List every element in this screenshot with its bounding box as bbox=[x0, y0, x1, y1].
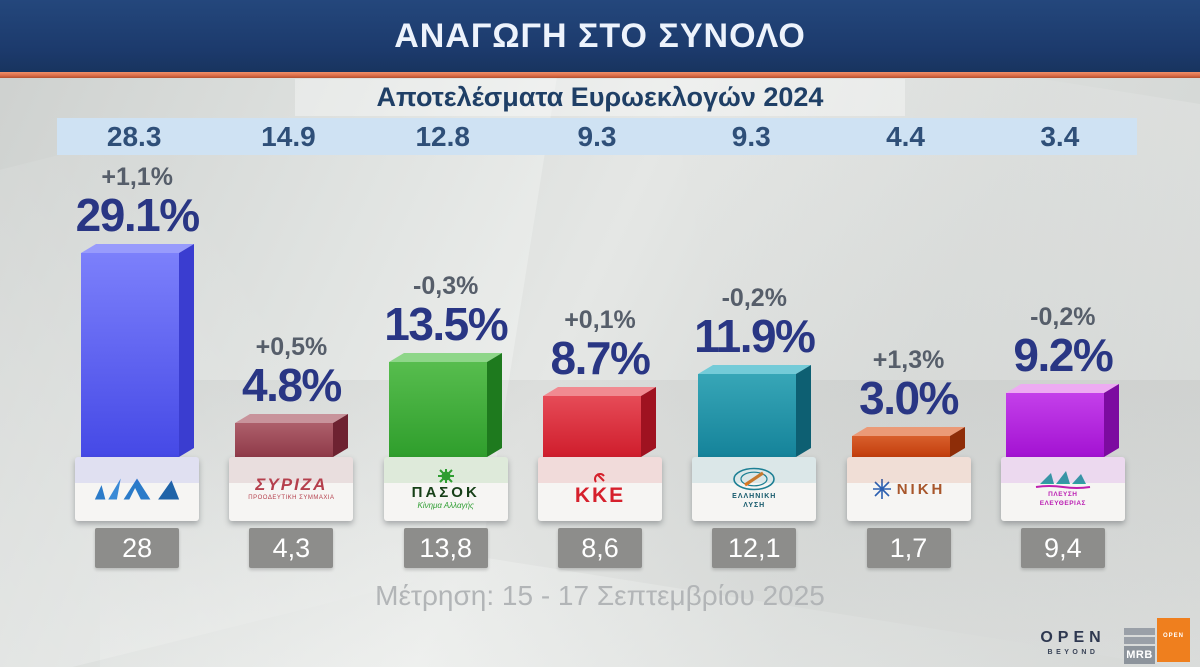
nd-logo-icon bbox=[94, 478, 180, 500]
bar-chart: +1,1% 29.1% +0,5% 4.8% -0,3% 13.5% +0,1%… bbox=[60, 156, 1140, 457]
change-label: +0,5% bbox=[255, 332, 328, 361]
subtitle: Αποτελέσματα Ευρωεκλογών 2024 bbox=[376, 82, 824, 112]
plefsi-logo-tile: ΠΛΕΥΣΗ ΕΛΕΥΘΕΡΙΑΣ bbox=[1000, 457, 1125, 521]
niki-logo-text: ΝΙΚΗ bbox=[896, 480, 946, 498]
bar-nd bbox=[80, 244, 194, 457]
change-label: +1,1% bbox=[101, 162, 173, 191]
sailboat-icon bbox=[1035, 471, 1090, 490]
percent-label: 13.5% bbox=[384, 298, 508, 351]
elliniki-lysi-logo-text: ΕΛΛΗΝΙΚΗ ΛΥΣΗ bbox=[732, 493, 777, 509]
party-column-plefsi: -0,2% 9.2% bbox=[986, 156, 1140, 457]
pasok-logo-tile: ΠΑΣΟΚ Κίνημα Αλλαγής bbox=[383, 457, 508, 521]
euro-value-niki: 4.4 bbox=[886, 121, 926, 152]
elliniki-lysi-logo-tile: ΕΛΛΗΝΙΚΗ ΛΥΣΗ bbox=[692, 457, 817, 521]
previous-value-niki: 1,7 bbox=[866, 528, 951, 568]
syriza-logo-subtext: ΠΡΟΟΔΕΥΤΙΚΗ ΣΥΜΜΑΧΙΑ bbox=[248, 494, 335, 501]
change-label: -0,2% bbox=[1030, 302, 1096, 331]
pasok-logo-subtext: Κίνημα Αλλαγής bbox=[417, 500, 474, 510]
change-label: +0,1% bbox=[564, 305, 636, 334]
plefsi-logo-text: ΠΛΕΥΣΗ ΕΛΕΥΘΕΡΙΑΣ bbox=[1039, 491, 1086, 507]
nd-logo-tile bbox=[75, 457, 200, 521]
percent-label: 3.0% bbox=[859, 372, 959, 425]
accent-line bbox=[0, 72, 1200, 78]
euro-value-nd: 28.3 bbox=[106, 121, 162, 152]
mrb-open-label: OPEN bbox=[1163, 633, 1185, 639]
previous-value-kke: 8,6 bbox=[557, 528, 642, 568]
mrb-stripe bbox=[1124, 628, 1156, 635]
pasok-logo-text: ΠΑΣΟΚ bbox=[411, 483, 480, 501]
percent-label: 4.8% bbox=[241, 359, 342, 412]
syriza-logo-text: ΣΥΡΙΖΑ bbox=[255, 474, 328, 494]
open-wordmark: OPEN bbox=[1040, 629, 1106, 646]
mrb-open-square: OPEN bbox=[1157, 618, 1190, 662]
bar-niki bbox=[852, 427, 966, 457]
kke-logo-text: ΚΚΕ bbox=[574, 484, 626, 507]
euro-value-elliniki-lysi: 9.3 bbox=[731, 121, 771, 152]
party-column-pasok: -0,3% 13.5% bbox=[369, 156, 523, 457]
open-channel-logo: OPEN BEYOND bbox=[1038, 629, 1108, 657]
header-bar: ΑΝΑΓΩΓΗ ΣΤΟ ΣΥΝΟΛΟ bbox=[0, 0, 1200, 72]
mrb-label: MRB bbox=[1124, 646, 1156, 664]
bar-pasok bbox=[389, 353, 503, 457]
change-label: +1,3% bbox=[872, 345, 945, 374]
measurement-dates: Μέτρηση: 15 - 17 Σεπτεμβρίου 2025 bbox=[375, 580, 825, 611]
pasok-sun-icon bbox=[437, 468, 454, 483]
euro-value-syriza: 14.9 bbox=[261, 121, 316, 152]
previous-value-plefsi: 9,4 bbox=[1020, 528, 1105, 568]
bar-elliniki-lysi bbox=[697, 365, 811, 457]
previous-value-pasok: 13,8 bbox=[403, 528, 488, 568]
change-label: -0,3% bbox=[413, 271, 479, 300]
bar-plefsi bbox=[1006, 384, 1120, 457]
percent-label: 9.2% bbox=[1013, 329, 1113, 382]
percent-label: 11.9% bbox=[694, 310, 816, 363]
niki-logo-tile: ΝΙΚΗ bbox=[846, 457, 971, 521]
party-column-kke: +0,1% 8.7% bbox=[523, 156, 677, 457]
subtitle-backdrop bbox=[295, 79, 905, 116]
euro-results-band: 28.3 14.9 12.8 9.3 9.3 4.4 3.4 bbox=[57, 118, 1137, 155]
page-title: ΑΝΑΓΩΓΗ ΣΤΟ ΣΥΝΟΛΟ bbox=[394, 16, 806, 55]
syriza-logo-tile: ΣΥΡΙΖΑ ΠΡΟΟΔΕΥΤΙΚΗ ΣΥΜΜΑΧΙΑ bbox=[229, 457, 354, 521]
party-column-elliniki-lysi: -0,2% 11.9% bbox=[677, 156, 831, 457]
previous-value-nd: 28 bbox=[95, 528, 180, 568]
previous-value-elliniki-lysi: 12,1 bbox=[712, 528, 797, 568]
euro-value-kke: 9.3 bbox=[577, 121, 617, 152]
previous-value-syriza: 4,3 bbox=[249, 528, 334, 568]
party-column-syriza: +0,5% 4.8% bbox=[214, 156, 368, 457]
open-tagline: BEYOND bbox=[1047, 649, 1099, 656]
euro-value-plefsi: 3.4 bbox=[1040, 121, 1080, 152]
party-column-nd: +1,1% 29.1% bbox=[60, 156, 214, 457]
mrb-logo: MRB OPEN bbox=[1124, 618, 1190, 664]
change-label: -0,2% bbox=[721, 283, 787, 312]
mrb-stripe bbox=[1124, 637, 1156, 644]
kke-emblem-icon bbox=[593, 473, 605, 483]
party-logo-row: ΣΥΡΙΖΑ ΠΡΟΟΔΕΥΤΙΚΗ ΣΥΜΜΑΧΙΑ ΠΑΣΟΚ Κίνημα… bbox=[60, 457, 1140, 521]
niki-star-icon bbox=[872, 479, 891, 499]
bar-syriza bbox=[234, 414, 348, 457]
percent-label: 29.1% bbox=[75, 189, 200, 242]
previous-measurement-row: 28 4,3 13,8 8,6 12,1 1,7 9,4 bbox=[60, 528, 1140, 568]
bar-kke bbox=[543, 387, 657, 457]
kke-logo-tile: ΚΚΕ bbox=[537, 457, 662, 521]
party-column-niki: +1,3% 3.0% bbox=[831, 156, 985, 457]
percent-label: 8.7% bbox=[550, 332, 651, 385]
compass-icon bbox=[733, 467, 776, 491]
euro-value-pasok: 12.8 bbox=[415, 121, 470, 152]
